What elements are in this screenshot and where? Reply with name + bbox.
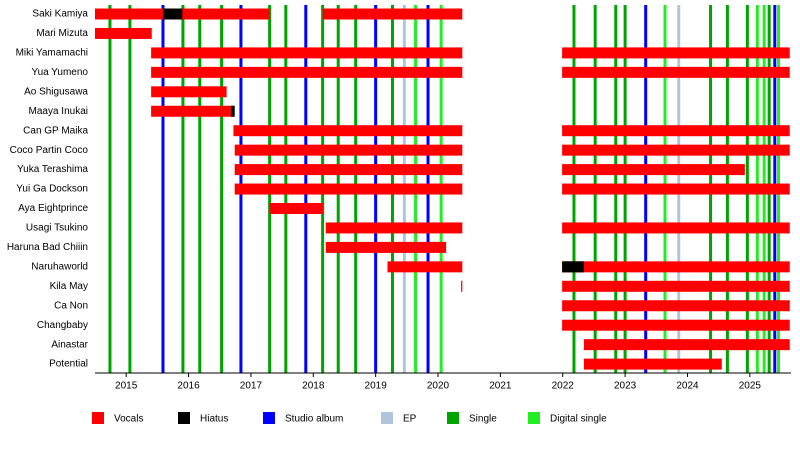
x-tick-label: 2021 <box>489 381 512 392</box>
x-tick-label: 2024 <box>676 381 699 392</box>
period-bar <box>151 105 233 117</box>
legend-label: Digital single <box>550 414 607 425</box>
period-bar <box>162 8 183 20</box>
period-bar <box>562 261 790 273</box>
member-label: Ao Shigusawa <box>24 86 88 97</box>
x-tick-label: 2017 <box>240 381 263 392</box>
legend-swatch <box>92 412 104 424</box>
x-tick-label: 2023 <box>614 381 637 392</box>
period-bar <box>562 125 790 137</box>
member-label: Haruna Bad Chiiin <box>7 242 88 253</box>
legend-label: Studio album <box>285 414 343 425</box>
member-label: Maaya Inukai <box>29 106 88 117</box>
legend-swatch <box>178 412 190 424</box>
period-bar <box>562 280 790 292</box>
period-bar <box>151 47 463 59</box>
legend-swatch <box>447 412 459 424</box>
member-label: Changbaby <box>37 320 88 331</box>
period-bar <box>562 319 790 331</box>
period-bar <box>325 222 463 234</box>
legend-label: Vocals <box>114 414 143 425</box>
period-bar <box>562 66 790 78</box>
member-label: Can GP Maika <box>23 125 88 136</box>
period-bar <box>562 164 745 176</box>
period-bar <box>461 280 463 292</box>
period-bar <box>234 164 463 176</box>
period-bar <box>562 183 790 195</box>
period-bar <box>151 86 227 98</box>
x-tick-label: 2019 <box>365 381 388 392</box>
x-tick-label: 2018 <box>302 381 325 392</box>
member-label: Aya Eightprince <box>18 203 88 214</box>
member-label: Yua Yumeno <box>31 67 88 78</box>
period-bar <box>562 47 790 59</box>
period-bar <box>233 125 463 137</box>
period-bar <box>562 222 790 234</box>
period-bar <box>230 105 235 117</box>
period-bar <box>269 203 324 214</box>
period-bar <box>322 8 463 20</box>
period-bar <box>151 66 463 78</box>
member-label: Kila May <box>50 281 88 292</box>
member-label: Potential <box>49 359 88 370</box>
member-label: Ca Non <box>54 300 88 311</box>
member-label: Miki Yamamachi <box>16 48 88 59</box>
member-label: Coco Partin Coco <box>10 145 89 156</box>
member-label: Ainastar <box>51 339 88 350</box>
x-tick-label: 2020 <box>427 381 450 392</box>
period-bar <box>95 27 152 39</box>
member-label: Naruhaworld <box>31 261 88 272</box>
x-tick-label: 2025 <box>739 381 762 392</box>
period-bar <box>562 261 584 273</box>
period-bar <box>562 144 790 156</box>
member-label: Saki Kamiya <box>32 9 88 20</box>
period-bar <box>325 241 447 253</box>
x-tick-label: 2015 <box>115 381 138 392</box>
period-bar <box>234 183 463 195</box>
member-label: Usagi Tsukino <box>26 223 89 234</box>
member-label: Yuka Terashima <box>17 164 88 175</box>
legend-swatch <box>263 412 275 424</box>
legend-swatch <box>528 412 540 424</box>
x-tick-label: 2022 <box>552 381 575 392</box>
legend-label: EP <box>403 414 417 425</box>
period-bar <box>234 144 463 156</box>
legend-label: Single <box>469 414 497 425</box>
period-bar <box>583 358 722 370</box>
period-bar <box>387 261 463 273</box>
legend-label: Hiatus <box>200 414 228 425</box>
x-tick-label: 2016 <box>177 381 200 392</box>
period-bar <box>562 300 790 312</box>
legend-swatch <box>381 412 393 424</box>
member-label: Mari Mizuta <box>36 28 88 39</box>
period-bar <box>583 339 790 351</box>
member-label: Yui Ga Dockson <box>16 184 88 195</box>
